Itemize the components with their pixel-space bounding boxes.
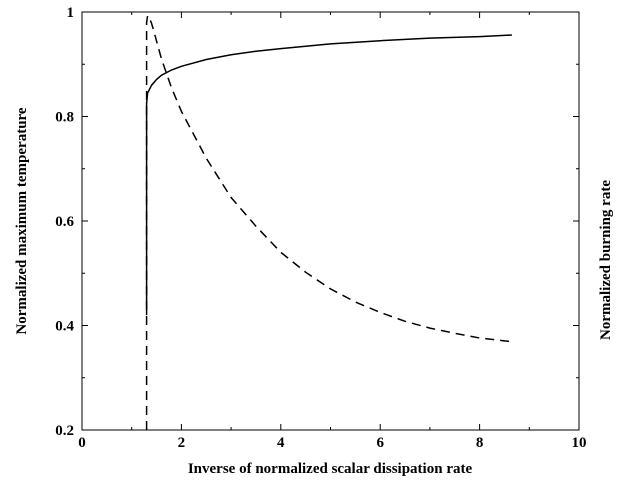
axis-ticks bbox=[81, 11, 580, 431]
x-tick-labels: 0 2 4 6 8 10 bbox=[78, 435, 586, 451]
dashed-series-line bbox=[145, 14, 512, 430]
solid-series-line bbox=[145, 34, 512, 316]
y-axis-title: Normalized maximum temperature bbox=[14, 107, 30, 335]
plot-frame bbox=[81, 11, 580, 431]
y-tick-label: 1 bbox=[67, 5, 75, 21]
y-tick-label: 0.4 bbox=[55, 319, 74, 335]
x-tick-label: 0 bbox=[78, 435, 86, 451]
x-axis-title: Inverse of normalized scalar dissipation… bbox=[188, 461, 473, 477]
y2-axis-title: Normalized burning rate bbox=[598, 180, 614, 340]
x-tick-label: 4 bbox=[277, 435, 285, 451]
y-tick-label: 0.6 bbox=[55, 214, 74, 230]
y-tick-label: 0.2 bbox=[55, 423, 74, 439]
series-lines bbox=[145, 14, 512, 430]
x-tick-label: 10 bbox=[572, 435, 587, 451]
x-tick-label: 8 bbox=[476, 435, 484, 451]
y-tick-label: 0.8 bbox=[55, 110, 74, 126]
x-tick-label: 6 bbox=[376, 435, 384, 451]
y-tick-labels: 0.2 0.4 0.6 0.8 1 bbox=[55, 5, 74, 439]
x-tick-label: 2 bbox=[178, 435, 186, 451]
